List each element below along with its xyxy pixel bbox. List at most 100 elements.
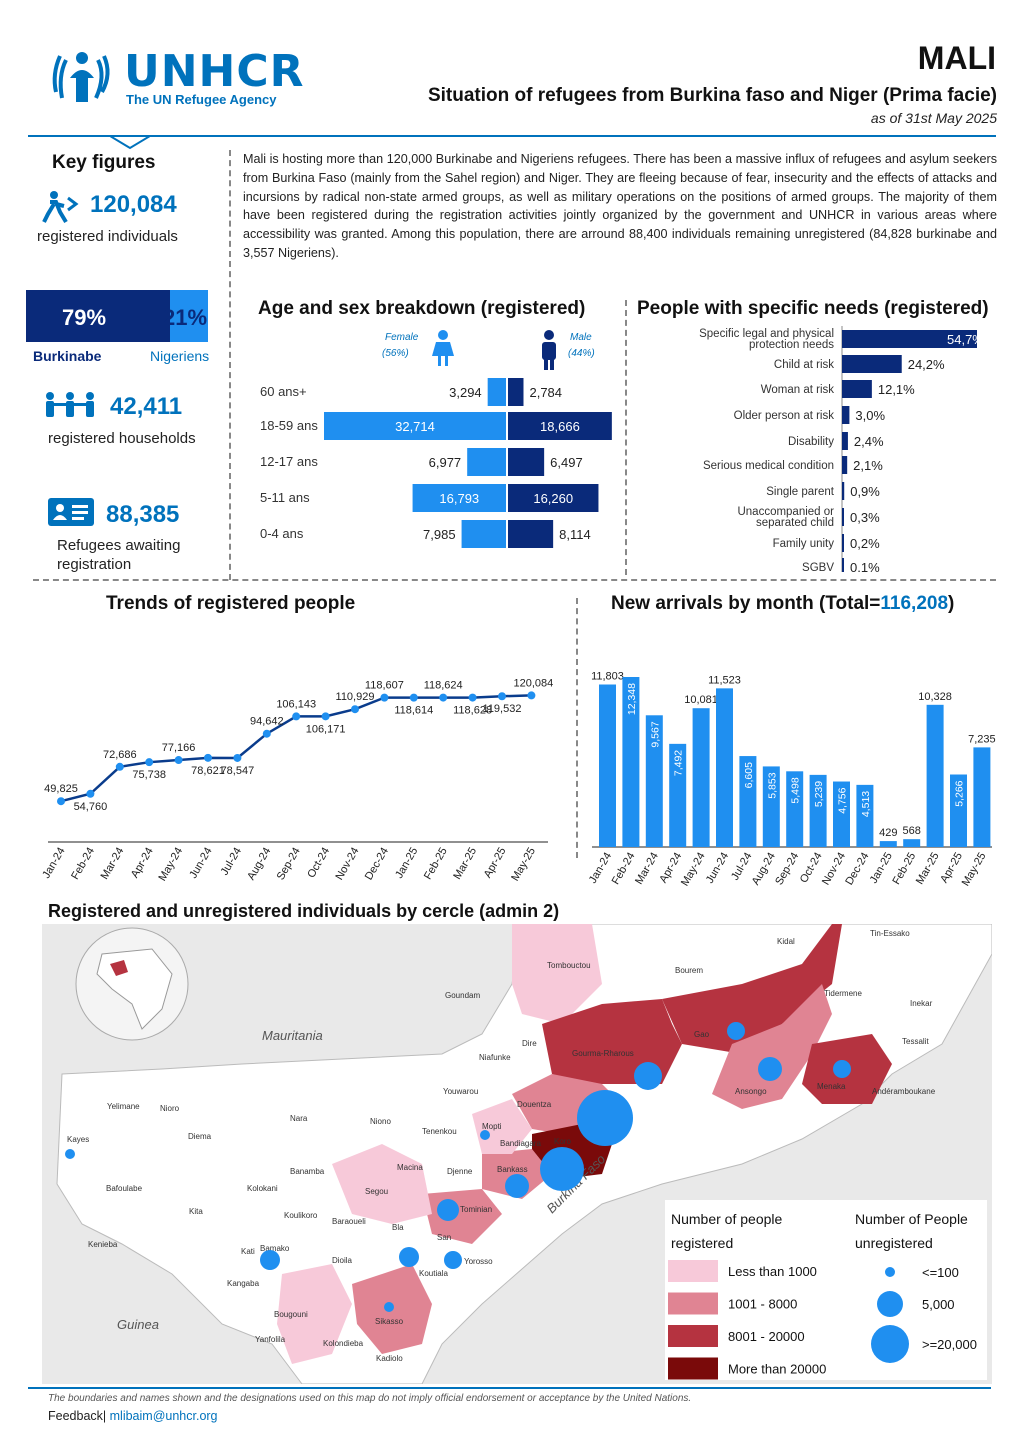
female-icon <box>432 330 454 366</box>
female-bar <box>467 448 506 476</box>
age-group-label: 0-4 ans <box>260 526 304 541</box>
arrival-tick: Mar-24 <box>633 851 661 887</box>
legend-swatch <box>668 1325 718 1347</box>
trend-value: 75,738 <box>132 769 166 781</box>
arrival-bar <box>762 766 780 847</box>
need-label: Specific legal and physical <box>699 328 834 340</box>
legend-label: Less than 1000 <box>728 1264 817 1279</box>
registered-individuals-label: registered individuals <box>37 228 178 245</box>
need-value: 2,1% <box>853 458 883 473</box>
feedback-email-link[interactable]: mlibaim@unhcr.org <box>109 1409 218 1423</box>
trend-point <box>409 693 418 702</box>
need-bar <box>842 456 848 474</box>
cercle-label: Diema <box>188 1132 212 1141</box>
arrival-value: 11,523 <box>708 674 741 686</box>
trend-point <box>321 712 330 721</box>
trend-point <box>468 693 477 702</box>
arrivals-title: New arrivals by month (Total=116,208) <box>611 593 954 615</box>
cercle-label: Nioro <box>160 1104 180 1113</box>
arrival-bar <box>786 771 804 847</box>
arrival-value: 11,803 <box>591 671 624 683</box>
unregistered-marker <box>260 1250 280 1270</box>
arrival-tick: Sep-24 <box>773 851 801 888</box>
cercle-label: Tenenkou <box>422 1127 457 1136</box>
report-date: as of 31st May 2025 <box>870 110 997 126</box>
trend-tick: Nov-24 <box>333 846 361 883</box>
age-group-label: 18-59 ans <box>260 418 318 433</box>
male-pct: (44%) <box>568 348 595 359</box>
trend-value: 72,686 <box>103 749 137 761</box>
female-value: 7,985 <box>423 527 456 542</box>
age-sex-chart: Female (56%) Male (44%) 60 ans+ 3,294 2,784 18-… <box>260 330 612 548</box>
trend-tick: Jan-24 <box>40 846 67 881</box>
cercle-label: Kita <box>189 1207 203 1216</box>
key-figures-title: Key figures <box>52 152 156 173</box>
trend-point <box>174 756 183 765</box>
male-bar <box>508 484 599 512</box>
cercle-label: Andéramboukane <box>872 1087 936 1096</box>
arrival-bar <box>903 839 921 847</box>
arrival-value: 10,081 <box>684 694 718 706</box>
trend-value: 106,171 <box>306 723 346 735</box>
burkinabe-label: Burkinabe <box>33 348 102 364</box>
cercle-label: Bandiagara <box>500 1139 541 1148</box>
cercle-label: Macina <box>397 1163 423 1172</box>
cercle-label: Goundam <box>445 991 480 1000</box>
header-divider <box>28 135 996 137</box>
trend-point <box>57 797 65 806</box>
need-bar <box>842 380 872 398</box>
country-label: Guinea <box>117 1317 159 1332</box>
need-value: 24,2% <box>908 357 945 372</box>
cercle-label: Bourem <box>675 966 703 975</box>
cercle-label: Kolondieba <box>323 1339 364 1348</box>
legend-circle <box>877 1291 903 1317</box>
legend-label: More than 20000 <box>728 1362 826 1377</box>
cercle-label: Mopti <box>482 1122 502 1131</box>
footer-divider <box>28 1387 991 1389</box>
arrivals-title-suffix: ) <box>948 593 955 614</box>
need-bar <box>842 482 845 500</box>
cercle-label: Tessalit <box>902 1037 929 1046</box>
legend-registered-title: registered <box>671 1235 733 1251</box>
cercle-label: Kenieba <box>88 1240 118 1249</box>
legend-label: >=20,000 <box>922 1337 977 1352</box>
cercle-label: Kati <box>241 1247 255 1256</box>
need-bar <box>842 558 844 572</box>
trends-chart: 49,825 Jan-24 54,760 Feb-24 72,686 Mar-24 75,7… <box>40 677 554 884</box>
trend-tick: May-25 <box>509 846 538 884</box>
legend-unregistered-title: Number of People <box>855 1211 968 1227</box>
trend-value: 120,084 <box>514 677 554 689</box>
unregistered-marker <box>727 1022 745 1040</box>
walking-person-icon <box>42 191 79 224</box>
need-label: Unaccompanied or <box>737 506 834 518</box>
need-value: 12,1% <box>878 382 915 397</box>
arrivals-chart: 11,803Jan-2412,348Feb-249,567Mar-247,492… <box>587 671 996 889</box>
need-label: Disability <box>788 436 834 448</box>
arrival-value: 568 <box>903 825 921 837</box>
cercle-label: Yorosso <box>464 1257 493 1266</box>
nationality-split-bar: 79% 21% <box>26 290 208 342</box>
need-label: Child at risk <box>774 359 834 371</box>
unregistered-marker <box>634 1062 662 1090</box>
arrival-bar <box>926 704 944 847</box>
trend-value: 54,760 <box>74 801 108 813</box>
arrival-tick: Mar-25 <box>914 851 942 887</box>
legend-circle <box>871 1325 909 1363</box>
need-label: protection needs <box>749 339 834 351</box>
cercle-label: Koutiala <box>419 1269 448 1278</box>
cercle-label: Yelimane <box>107 1102 140 1111</box>
trend-tick: Sep-24 <box>275 846 303 883</box>
male-value: 8,114 <box>559 527 591 542</box>
female-bar <box>487 378 506 406</box>
legend-label: 1001 - 8000 <box>728 1297 797 1312</box>
cercle-label: Kolokani <box>247 1184 278 1193</box>
trend-tick: May-24 <box>156 846 185 884</box>
need-value: 0,3% <box>850 510 880 525</box>
trend-point <box>498 692 506 701</box>
male-bar <box>508 412 612 440</box>
arrival-bar <box>833 781 850 847</box>
need-bar <box>842 508 844 526</box>
arrival-value: 5,853 <box>766 772 778 798</box>
cercle-label: Niono <box>370 1117 391 1126</box>
